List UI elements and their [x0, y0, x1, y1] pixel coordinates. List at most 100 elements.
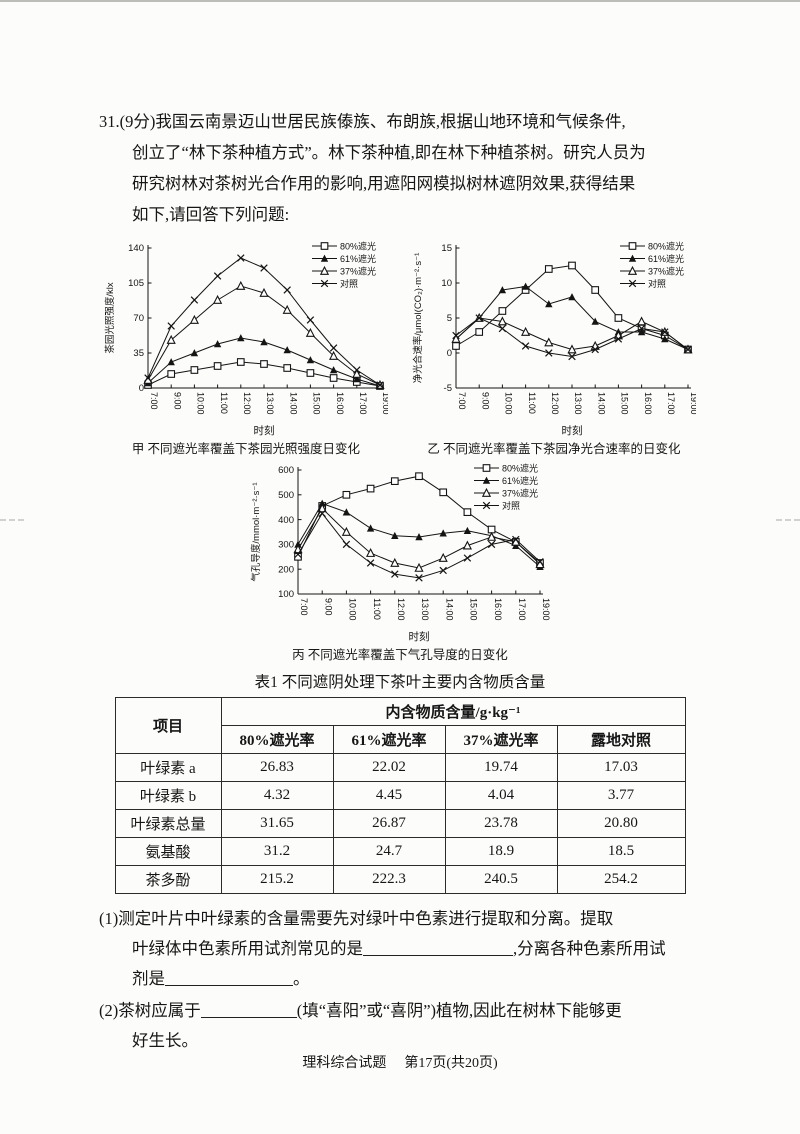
svg-text:茶园光照强度/klx: 茶园光照强度/klx	[104, 282, 116, 354]
table-row: 叶绿素 a 26.83 22.02 19.74 17.03	[114, 753, 686, 782]
chart-net-photosynthesis-plot: -5 0 5 10 15 7:00 9:00 10:00 11:00 12:00 13:00 14:0…	[412, 238, 699, 441]
row-label: 叶绿素 b	[114, 781, 222, 810]
question-text-line: 研究树林对茶树光合作用的影响,用遮阳网模拟树林遮阴效果,获得结果	[132, 174, 636, 193]
svg-text:80%遮光: 80%遮光	[502, 462, 538, 473]
fold-mark-right	[776, 519, 800, 521]
svg-text:300: 300	[278, 540, 294, 551]
substance-content-table: 项目 内含物质含量/g·kg⁻¹ 80%遮光率 61%遮光率 37%遮光率 露地…	[114, 697, 686, 894]
table-cell: 26.87	[332, 809, 446, 838]
table-cell: 31.65	[220, 809, 334, 838]
svg-text:9:00: 9:00	[323, 598, 333, 616]
question-text-line: (1)测定叶片中叶绿素的含量需要先对绿叶中色素进行提取和分离。提取	[99, 909, 614, 928]
table-cell: 17.03	[556, 753, 686, 782]
table-column-header: 80%遮光率	[220, 725, 334, 754]
svg-text:37%遮光: 37%遮光	[340, 265, 376, 276]
svg-text:35: 35	[133, 348, 144, 359]
svg-text:11:00: 11:00	[372, 598, 382, 620]
table-cell: 4.32	[220, 781, 334, 810]
table-cell: 20.80	[556, 809, 686, 838]
svg-text:17:00: 17:00	[358, 392, 368, 415]
svg-text:400: 400	[278, 515, 294, 526]
table-cell: 26.83	[220, 753, 334, 782]
svg-text:11:00: 11:00	[527, 392, 537, 414]
table-cell: 4.45	[332, 781, 446, 810]
svg-text:80%遮光: 80%遮光	[340, 240, 376, 251]
footer-page-number: 第17页(共20页)	[404, 1056, 498, 1071]
svg-text:10:00: 10:00	[348, 598, 358, 621]
svg-text:17:00: 17:00	[517, 598, 527, 621]
question-text-line: (2)茶树应属于 (填“喜阳”或“喜阴”)植物,因此在树林下能够更	[99, 996, 723, 1026]
svg-text:14:00: 14:00	[596, 392, 606, 415]
svg-text:12:00: 12:00	[550, 392, 560, 415]
svg-text:11:00: 11:00	[219, 392, 229, 414]
svg-text:10:00: 10:00	[196, 392, 206, 415]
table-row: 叶绿素 b 4.32 4.45 4.04 3.77	[114, 781, 686, 810]
svg-text:140: 140	[128, 243, 144, 254]
svg-text:19:00: 19:00	[381, 392, 388, 415]
svg-text:时刻: 时刻	[254, 424, 275, 436]
scan-edge-artifact	[0, 0, 800, 2]
svg-text:19:00: 19:00	[689, 392, 696, 415]
svg-text:9:00: 9:00	[172, 392, 182, 410]
answer-blank	[165, 970, 293, 986]
svg-text:7:00: 7:00	[149, 392, 159, 410]
svg-text:37%遮光: 37%遮光	[502, 487, 538, 498]
table-cell: 240.5	[444, 865, 558, 894]
svg-text:16:00: 16:00	[493, 598, 503, 621]
question-text-line: 好生长。	[132, 1031, 198, 1050]
question-text-segment: 叶绿体中色素所用试剂常见的是	[132, 939, 363, 958]
svg-text:时刻: 时刻	[409, 630, 430, 642]
table-row: 氨基酸 31.2 24.7 18.9 18.5	[114, 837, 686, 866]
svg-text:对照: 对照	[648, 278, 666, 289]
svg-text:7:00: 7:00	[299, 598, 309, 616]
question-text-segment: 剂是	[132, 969, 165, 988]
svg-text:105: 105	[128, 278, 144, 289]
answer-blank	[363, 940, 513, 956]
svg-text:500: 500	[278, 490, 294, 501]
table-cell: 23.78	[444, 809, 558, 838]
table-header-row-1: 项目 内含物质含量/g·kg⁻¹	[114, 697, 686, 754]
svg-text:5: 5	[447, 313, 452, 324]
svg-text:13:00: 13:00	[573, 392, 583, 415]
charts-row-middle: 100 200 300 400 500 600 7:00 9:00 10:00 11:00 12:0…	[0, 460, 800, 664]
row-label: 叶绿素总量	[114, 809, 222, 838]
table-cell: 4.04	[444, 781, 558, 810]
sub-question-1: (1)测定叶片中叶绿素的含量需要先对绿叶中色素进行提取和分离。提取 叶绿体中色素…	[99, 904, 723, 994]
svg-text:14:00: 14:00	[444, 598, 454, 621]
table-cell: 215.2	[220, 865, 334, 894]
svg-text:17:00: 17:00	[666, 392, 676, 415]
svg-text:9:00: 9:00	[480, 392, 490, 410]
chart-light-intensity: 0 35 70 105 140 7:00 9:00 10:00 11:00 12:00 13:00 1…	[104, 238, 391, 458]
charts-row-top: 0 35 70 105 140 7:00 9:00 10:00 11:00 12:00 13:00 1…	[0, 238, 800, 458]
svg-text:61%遮光: 61%遮光	[648, 253, 684, 264]
chart-light-intensity-plot: 0 35 70 105 140 7:00 9:00 10:00 11:00 12:00 13:00 1…	[104, 238, 391, 441]
svg-text:时刻: 时刻	[562, 424, 583, 436]
svg-text:13:00: 13:00	[265, 392, 275, 415]
row-label: 叶绿素 a	[114, 753, 222, 782]
chart-stomatal-conductance-plot: 100 200 300 400 500 600 7:00 9:00 10:00 11:00 12:0…	[250, 460, 551, 647]
svg-text:0: 0	[447, 348, 452, 359]
question-text-line: 叶绿体中色素所用试剂常见的是 ,分离各种色素所用试	[132, 934, 723, 964]
question-text-line: 31.(9分)我国云南景迈山世居民族傣族、布朗族,根据山地环境和气候条件,	[99, 112, 626, 131]
table-cell: 22.02	[332, 753, 446, 782]
question-text-segment: (填“喜阳”或“喜阴”)植物,因此在树林下能够更	[296, 1001, 622, 1020]
question-31-intro: 31.(9分)我国云南景迈山世居民族傣族、布朗族,根据山地环境和气候条件, 创立…	[99, 0, 723, 230]
svg-text:61%遮光: 61%遮光	[340, 253, 376, 264]
table-row: 茶多酚 215.2 222.3 240.5 254.2	[114, 865, 686, 894]
svg-text:15:00: 15:00	[469, 598, 479, 621]
sub-question-2: (2)茶树应属于 (填“喜阳”或“喜阴”)植物,因此在树林下能够更 好生长。	[99, 996, 723, 1056]
footer-doc-title: 理科综合试题	[302, 1056, 387, 1071]
svg-text:-5: -5	[444, 383, 452, 394]
question-text-segment: ,分离各种色素所用试	[513, 939, 666, 958]
chart-stomatal-conductance: 100 200 300 400 500 600 7:00 9:00 10:00 11:00 12:0…	[250, 460, 551, 664]
table-caption: 表1 不同遮阴处理下茶叶主要内含物质含量	[254, 674, 546, 691]
chart-caption-jia: 甲 不同遮光率覆盖下茶园光照强度日变化	[131, 442, 361, 456]
svg-text:气孔导度/mmol·m⁻²·s⁻¹: 气孔导度/mmol·m⁻²·s⁻¹	[250, 482, 262, 581]
table-header-item: 项目	[114, 697, 222, 754]
answer-blank	[200, 1002, 297, 1018]
svg-text:13:00: 13:00	[420, 598, 430, 621]
svg-text:0: 0	[139, 383, 144, 394]
svg-text:61%遮光: 61%遮光	[502, 475, 538, 486]
table-header-unit: 内含物质含量/g·kg⁻¹	[220, 697, 686, 726]
